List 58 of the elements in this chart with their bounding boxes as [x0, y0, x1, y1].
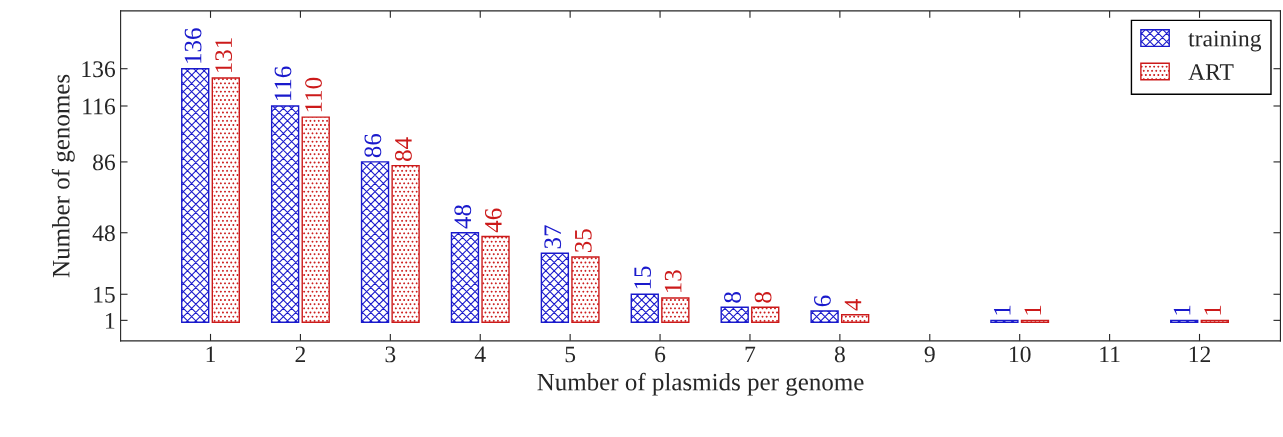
x-axis-title: Number of plasmids per genome — [537, 372, 864, 396]
x-tick-label: 11 — [1100, 346, 1120, 363]
bar — [751, 306, 780, 323]
bar — [540, 252, 570, 323]
data-label: 13 — [664, 270, 682, 293]
data-label: 8 — [754, 292, 772, 303]
bar — [840, 314, 870, 323]
y-tick-label: 86 — [93, 154, 116, 171]
x-tick-label: 5 — [565, 346, 576, 363]
bar — [630, 293, 659, 323]
x-tick-label: 9 — [924, 346, 935, 363]
data-label: 86 — [364, 133, 382, 158]
data-label: 8 — [724, 292, 741, 303]
y-tick-label: 1 — [106, 312, 115, 329]
x-tick-label: 1 — [206, 346, 215, 363]
data-label: 37 — [544, 225, 562, 249]
y-tick-label: 116 — [83, 98, 116, 115]
data-label: 110 — [305, 77, 322, 112]
bar — [301, 116, 330, 323]
x-tick-label: 8 — [834, 346, 845, 363]
data-label: 35 — [574, 229, 592, 253]
x-tick-label: 6 — [655, 346, 666, 363]
y-tick-label: 136 — [82, 61, 116, 78]
x-tick-label: 10 — [1009, 346, 1031, 363]
data-label: 4 — [844, 298, 862, 311]
y-tick-label: 15 — [94, 286, 115, 303]
bar — [270, 105, 300, 323]
bar — [181, 68, 210, 323]
legend-label: training — [1188, 30, 1262, 52]
x-tick-label: 12 — [1189, 346, 1211, 363]
x-tick-label: 7 — [745, 346, 756, 363]
bar — [211, 77, 240, 323]
bar — [481, 235, 510, 323]
bar — [391, 164, 420, 323]
data-label: 6 — [814, 295, 831, 307]
y-axis-title: Number of genomes — [51, 74, 75, 278]
data-label: 48 — [454, 204, 472, 229]
data-label: 15 — [634, 266, 652, 289]
y-tick-label: 48 — [92, 225, 115, 242]
data-label: 84 — [395, 137, 412, 161]
data-label: 1 — [1024, 305, 1041, 315]
x-tick-label: 2 — [295, 346, 306, 363]
data-label: 46 — [484, 208, 502, 233]
bar — [450, 232, 480, 323]
bar — [810, 310, 839, 323]
data-label: 131 — [215, 38, 233, 73]
bar — [571, 256, 600, 323]
bar — [360, 161, 390, 323]
data-label: 1 — [1173, 305, 1191, 315]
x-tick-label: 4 — [474, 346, 486, 363]
bar — [661, 297, 690, 323]
data-label: 136 — [184, 28, 202, 63]
data-label: 1 — [993, 305, 1011, 315]
legend-label: ART — [1188, 64, 1234, 80]
data-label: 116 — [274, 66, 292, 101]
x-tick-label: 3 — [385, 346, 396, 363]
data-label: 1 — [1204, 305, 1221, 315]
bar — [720, 306, 749, 323]
